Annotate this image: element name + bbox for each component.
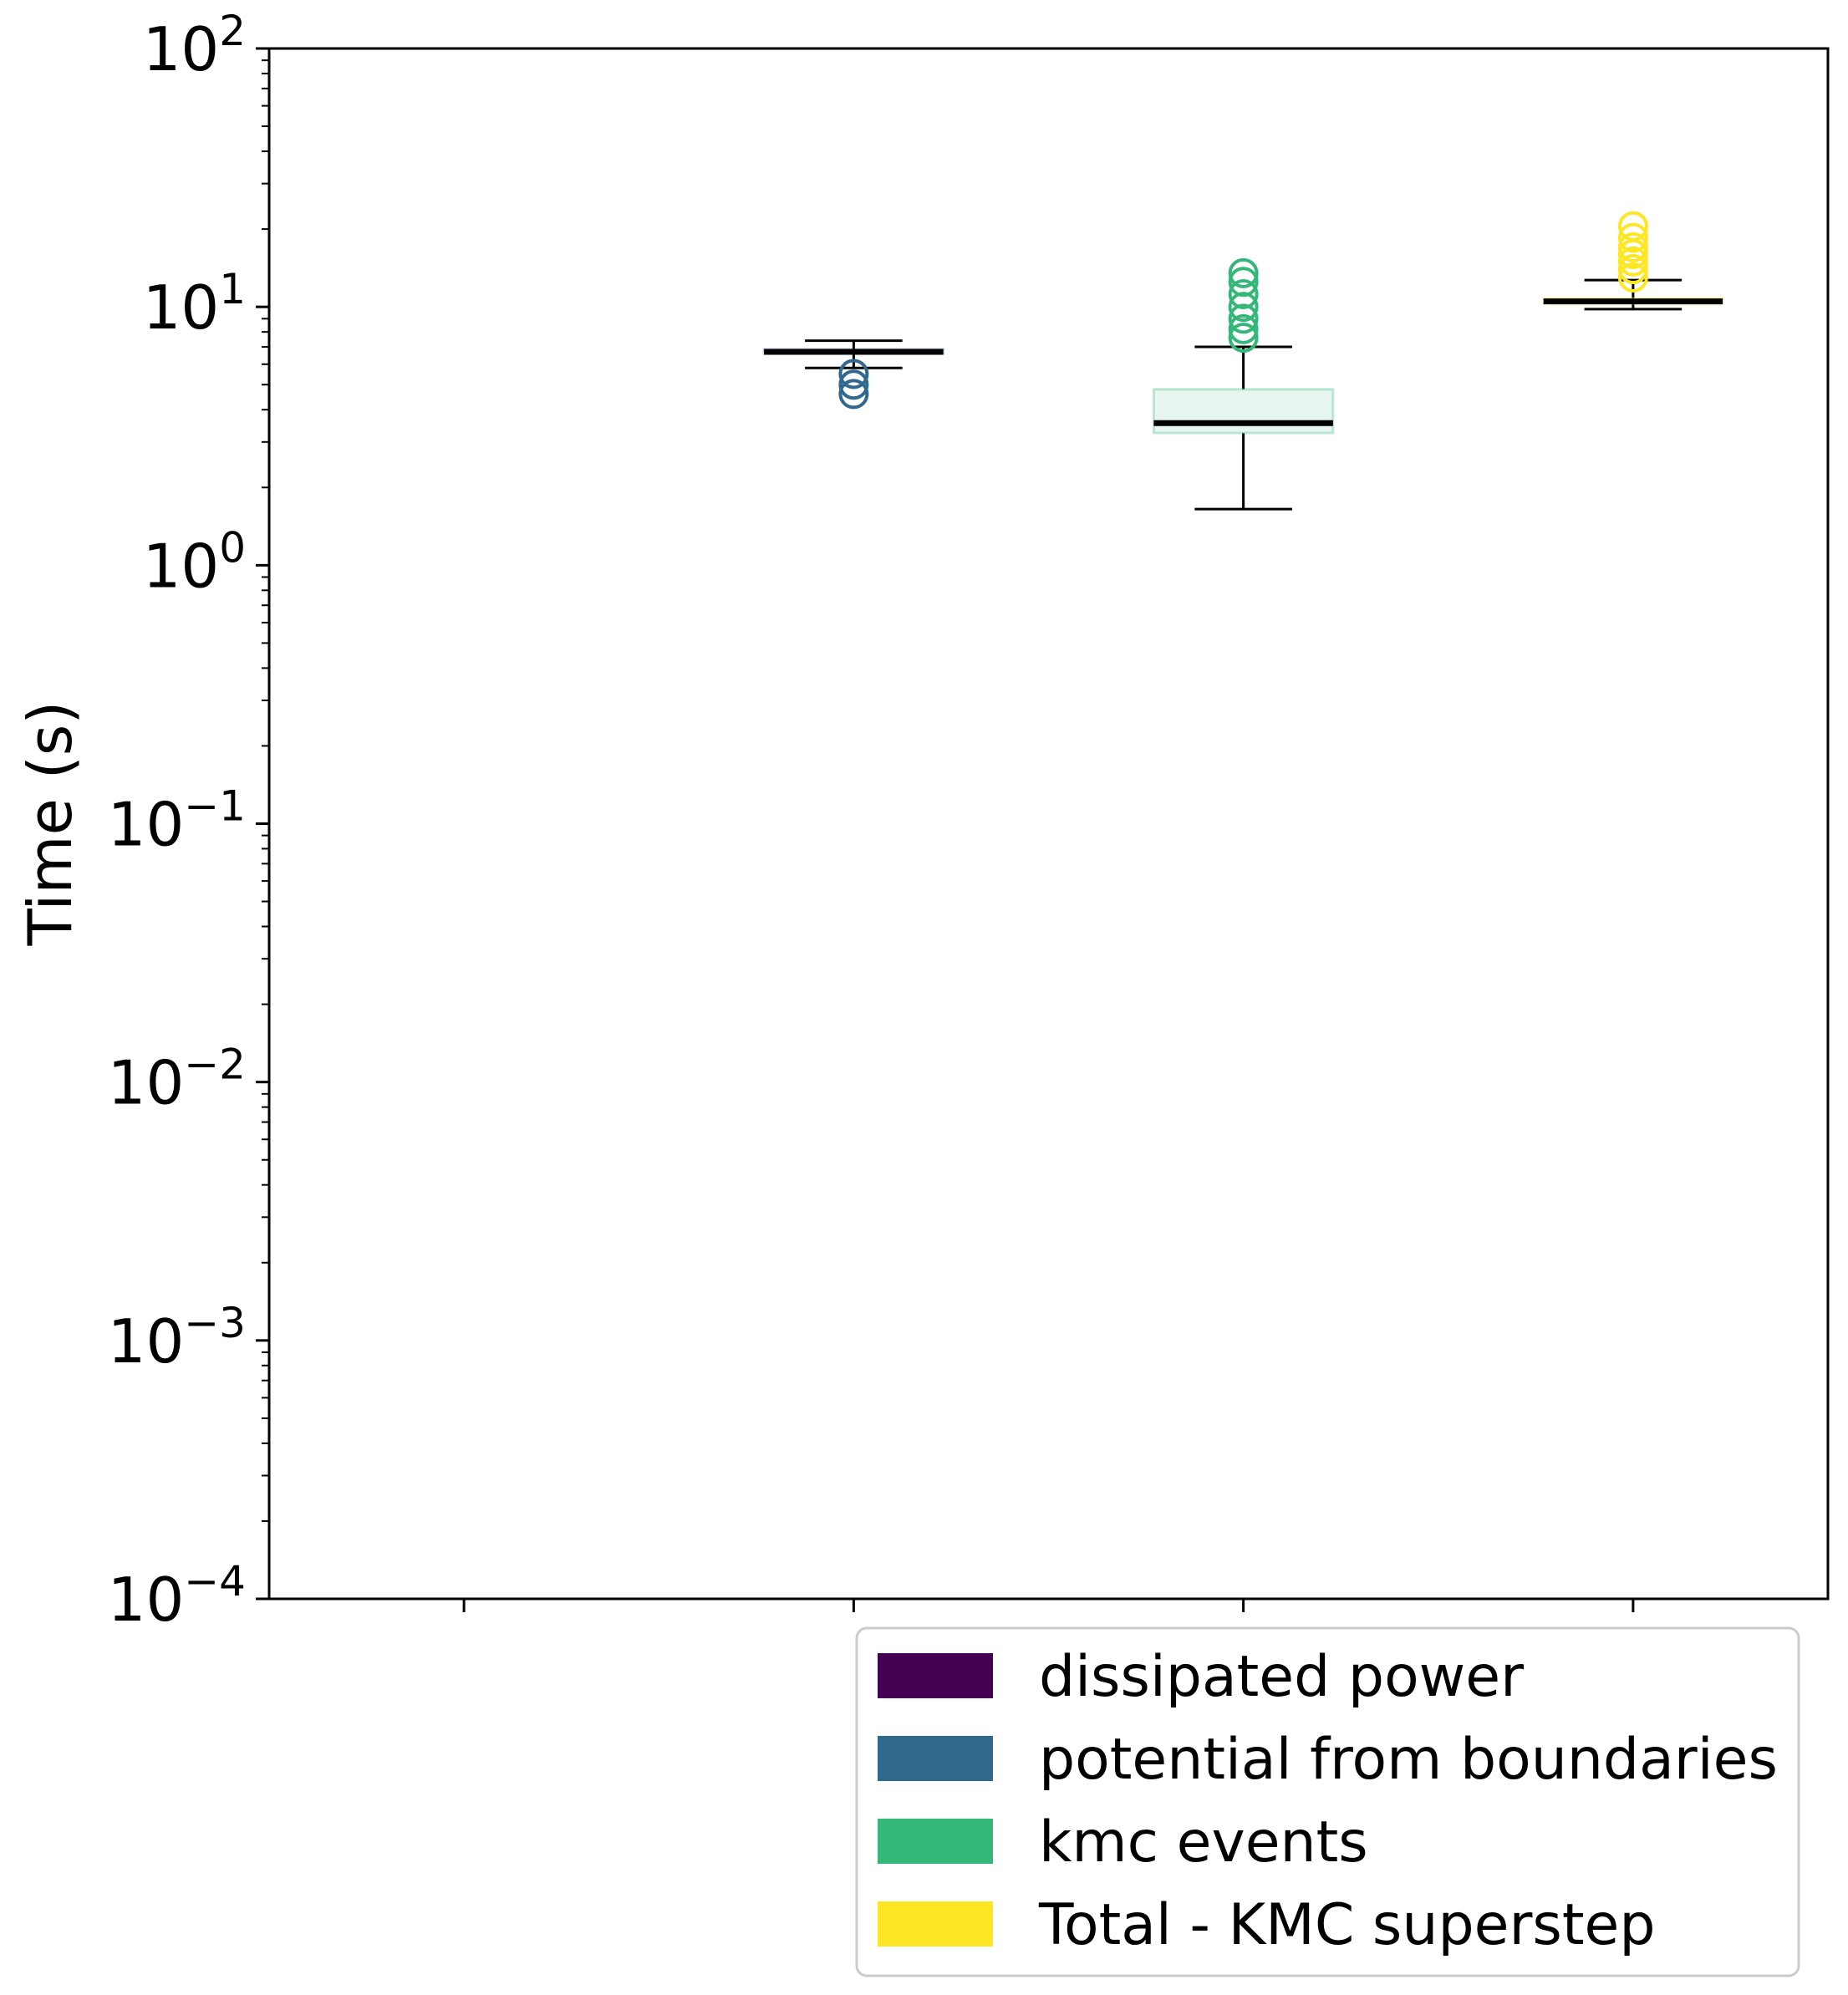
- y-tick-label: 102: [143, 7, 246, 84]
- outlier-point: [838, 359, 869, 389]
- legend-label: kmc events: [1039, 1809, 1368, 1875]
- outlier-point: [1617, 246, 1648, 277]
- outlier-point: [1228, 323, 1259, 354]
- box-kmc-events: [1152, 257, 1335, 511]
- y-tick-label: 101: [143, 265, 246, 343]
- legend-swatch: [878, 1819, 993, 1864]
- outlier-point: [1617, 253, 1648, 284]
- legend-label: dissipated power: [1039, 1644, 1524, 1710]
- legend-swatch: [878, 1736, 993, 1781]
- y-axis-tick-labels: 102 101 100 10−1 10−2 10−3 10−4: [108, 7, 246, 1635]
- legend-items: dissipated power potential from boundarie…: [878, 1644, 1778, 1958]
- legend-swatch: [878, 1901, 993, 1947]
- x-axis-ticks: [462, 1599, 1635, 1612]
- y-tick-label: 10−2: [108, 1041, 246, 1118]
- outlier-point: [1228, 278, 1259, 309]
- box-potential-from-boundaries: [762, 339, 945, 410]
- legend-frame: [855, 1626, 1800, 1977]
- y-tick-label: 10−1: [108, 782, 246, 860]
- box-series-layer: [762, 211, 1724, 511]
- legend-label: Total - KMC superstep: [1038, 1892, 1656, 1958]
- y-axis-label: Time (s): [15, 701, 85, 947]
- y-tick-label: 10−3: [108, 1299, 246, 1377]
- box-total-kmc-superstep: [1542, 211, 1724, 311]
- interquartile-box: [1152, 388, 1335, 435]
- outlier-point: [1228, 303, 1259, 334]
- y-axis-ticks: [256, 47, 269, 1601]
- outlier-point: [1617, 211, 1648, 242]
- outlier-point: [1228, 267, 1259, 298]
- y-tick-label: 10−4: [108, 1557, 246, 1635]
- legend-swatch: [878, 1653, 993, 1698]
- outlier-point: [1228, 292, 1259, 323]
- legend-label: potential from boundaries: [1039, 1727, 1778, 1793]
- outlier-point: [1617, 262, 1648, 293]
- outlier-point: [838, 369, 869, 400]
- outlier-point: [1228, 257, 1259, 288]
- outlier-point: [1617, 232, 1648, 262]
- y-tick-label: 100: [143, 523, 246, 601]
- outlier-point: [1617, 222, 1648, 253]
- legend: dissipated power potential from boundarie…: [855, 1626, 1800, 1977]
- outlier-point: [1228, 313, 1259, 344]
- outlier-point: [838, 379, 869, 410]
